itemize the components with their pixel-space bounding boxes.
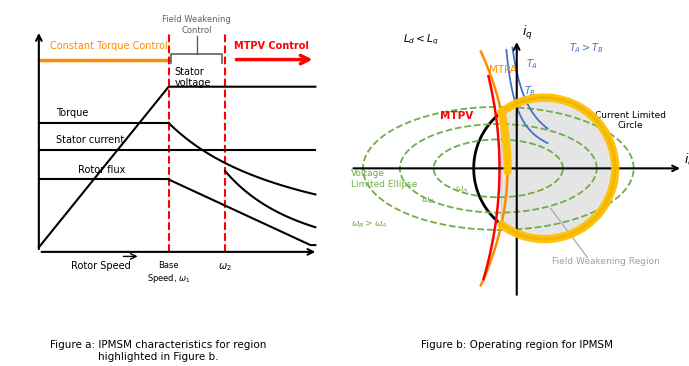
Text: $\omega_B > \omega_A$: $\omega_B > \omega_A$ xyxy=(351,219,387,230)
Text: Rotor Speed: Rotor Speed xyxy=(71,261,131,271)
Text: $T_B$: $T_B$ xyxy=(524,85,536,98)
Text: Field Weakening
Control: Field Weakening Control xyxy=(163,15,232,35)
Text: Current Limited
Circle: Current Limited Circle xyxy=(595,111,666,130)
Text: $\omega_B$: $\omega_B$ xyxy=(422,195,435,206)
Text: $\omega_2$: $\omega_2$ xyxy=(218,261,232,273)
Text: Field Weakening Region: Field Weakening Region xyxy=(552,257,660,266)
Text: $T_A$: $T_A$ xyxy=(526,57,538,71)
Polygon shape xyxy=(502,98,615,239)
Text: $\omega_A$: $\omega_A$ xyxy=(455,184,469,195)
Text: Voltage
Limited Ellipse: Voltage Limited Ellipse xyxy=(351,169,417,189)
Text: Constant Torque Control: Constant Torque Control xyxy=(50,41,168,51)
Text: MTPA: MTPA xyxy=(489,65,517,75)
Text: $L_d < L_q$: $L_d < L_q$ xyxy=(403,33,438,47)
Text: Rotor flux: Rotor flux xyxy=(79,165,125,175)
Text: MTPV: MTPV xyxy=(440,111,473,121)
Text: Stator
voltage: Stator voltage xyxy=(174,67,211,89)
Text: Stator current: Stator current xyxy=(56,135,124,145)
Text: Torque: Torque xyxy=(56,108,88,118)
Text: MTPV Control: MTPV Control xyxy=(234,41,309,51)
Text: $i_q$: $i_q$ xyxy=(522,24,533,42)
Text: Figure a: IPMSM characteristics for region
highlighted in Figure b.: Figure a: IPMSM characteristics for regi… xyxy=(50,340,267,362)
Text: Base
Speed, $\omega_1$: Base Speed, $\omega_1$ xyxy=(147,261,190,285)
Text: $T_A > T_B$: $T_A > T_B$ xyxy=(569,41,604,55)
Text: Figure b: Operating region for IPMSM: Figure b: Operating region for IPMSM xyxy=(421,340,613,350)
Text: $i_d$: $i_d$ xyxy=(684,152,689,168)
